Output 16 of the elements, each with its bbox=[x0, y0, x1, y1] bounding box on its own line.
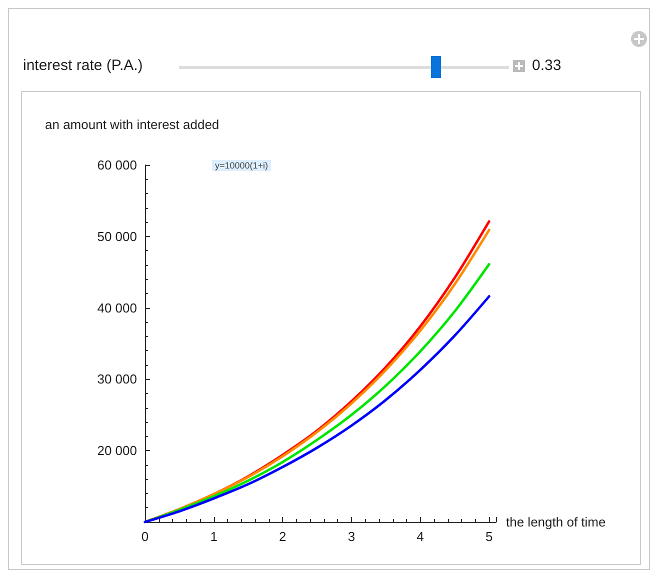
y-axis-title: an amount with interest added bbox=[45, 117, 220, 132]
x-tick-label: 0 bbox=[141, 529, 149, 544]
y-tick-label: 30 000 bbox=[97, 372, 137, 387]
x-tick-label: 2 bbox=[279, 529, 286, 544]
x-tick-label: 5 bbox=[486, 529, 493, 544]
y-tick-label: 60 000 bbox=[97, 158, 137, 172]
x-axis-title: the length of time bbox=[506, 514, 606, 530]
x-tick-label: 3 bbox=[348, 529, 356, 544]
text: 0.33 bbox=[532, 57, 562, 74]
y-tick-label: 40 000 bbox=[97, 300, 137, 316]
text: interest rate (P.A.) bbox=[23, 57, 143, 74]
x-tick-label: 4 bbox=[416, 529, 424, 544]
y-tick-label: 50 000 bbox=[97, 228, 137, 244]
annotation: y=10000(1+i) bbox=[215, 160, 268, 170]
y-tick-label: 20 000 bbox=[97, 443, 137, 458]
x-tick-label: 1 bbox=[210, 529, 218, 544]
